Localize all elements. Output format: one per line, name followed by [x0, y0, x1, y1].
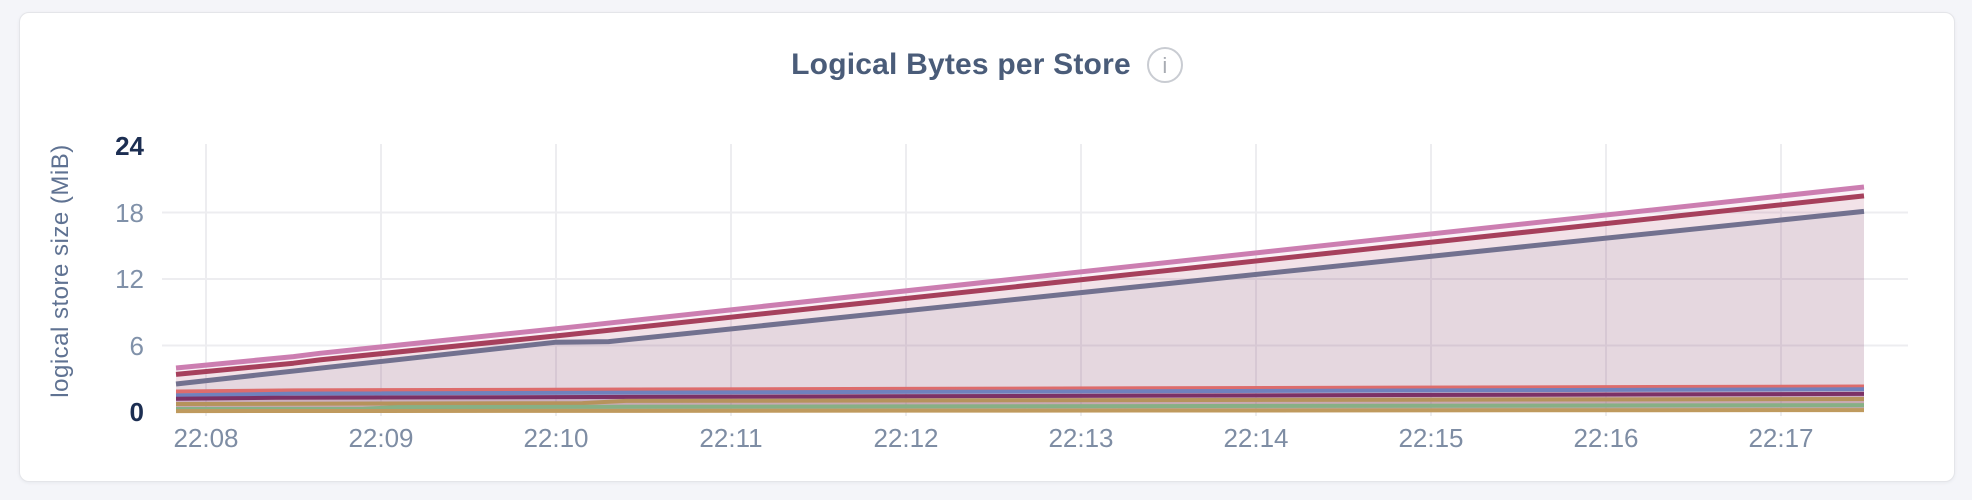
series-line-3 — [175, 208, 1865, 387]
chart-canvas — [162, 144, 1908, 416]
series-line-4 — [175, 384, 1865, 394]
series-line-6 — [175, 391, 1865, 401]
series-line-5 — [175, 387, 1865, 398]
series-line-1 — [175, 184, 1865, 371]
series-line-8 — [175, 403, 1865, 411]
chart-card: Logical Bytes per Store i logical store … — [19, 12, 1955, 482]
series-area-2 — [176, 195, 1864, 412]
chart-header: Logical Bytes per Store i — [20, 47, 1954, 83]
info-icon[interactable]: i — [1146, 47, 1183, 83]
chart-title: Logical Bytes per Store — [791, 48, 1131, 81]
series-line-9 — [175, 408, 1865, 414]
series-line-2 — [175, 193, 1865, 377]
series-area-3 — [176, 211, 1864, 412]
series-line-7 — [175, 397, 1865, 406]
